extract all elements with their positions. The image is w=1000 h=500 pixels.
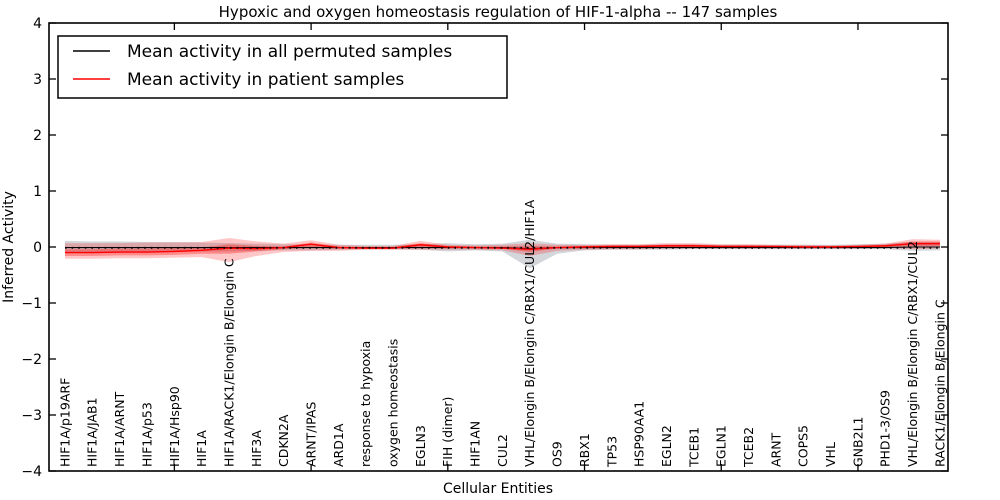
category-label: CDKN2A <box>276 414 291 467</box>
y-tick-label: 2 <box>33 128 42 144</box>
category-label: HSP90AA1 <box>632 401 647 467</box>
legend-box <box>57 35 508 99</box>
y-axis-label: Inferred Activity <box>1 191 17 303</box>
y-axis-ticks: −4 −3 −2 −1 0 1 2 3 4 <box>21 16 948 480</box>
x-axis-ticks <box>173 23 859 471</box>
category-label: TCEB1 <box>686 427 701 468</box>
category-label: HIF1A/ARNT <box>112 391 127 467</box>
category-label: ARNT <box>768 432 783 467</box>
y-tick-label: −3 <box>21 408 42 424</box>
category-label: HIF1A/RACK1/Elongin B/Elongin C <box>221 258 236 467</box>
category-label: oxygen homeostasis <box>386 339 401 467</box>
series-line-1 <box>65 242 940 254</box>
y-tick-label: −4 <box>21 464 42 480</box>
category-label: OS9 <box>550 441 565 467</box>
category-label: ARD1A <box>331 423 346 467</box>
category-label: EGLN1 <box>714 425 729 467</box>
x-category-labels: HIF1A/p19ARF HIF1A/JAB1 HIF1A/ARNT HIF1A/p5… <box>57 199 947 468</box>
legend-label-permuted: Mean activity in all permuted samples <box>127 42 452 62</box>
category-label: RBX1 <box>577 433 592 467</box>
y-tick-label: 4 <box>33 16 42 32</box>
y-tick-label: 1 <box>33 184 42 200</box>
category-label: TP53 <box>604 436 619 468</box>
category-label: VHL/Elongin B/Elongin C/RBX1/CUL2/HIF1A <box>522 199 537 467</box>
category-label: HIF1A/JAB1 <box>85 397 100 467</box>
category-label: PHD1-3/OS9 <box>878 390 893 467</box>
category-label: VHL/Elongin B/Elongin C/RBX1/CUL2 <box>905 241 920 467</box>
y-tick-label: 3 <box>33 72 42 88</box>
category-label: HIF1AN <box>468 421 483 467</box>
category-label: HIF1A/p53 <box>139 402 154 467</box>
category-label: EGLN2 <box>659 425 674 467</box>
legend-label-patient: Mean activity in patient samples <box>127 70 404 90</box>
confidence-bands <box>65 238 940 269</box>
patient-sample-range-outer-band <box>65 238 940 263</box>
legend: Mean activity in all permuted samples Me… <box>57 35 508 99</box>
chart-title: Hypoxic and oxygen homeostasis regulatio… <box>219 3 778 21</box>
category-label: GNB2L1 <box>850 417 865 467</box>
category-label: ARNT/IPAS <box>303 402 318 467</box>
category-label: RACK1/Elongin B/Elongin C <box>932 299 947 467</box>
category-label: VHL <box>823 442 838 467</box>
category-label: FIH (dimer) <box>440 397 455 467</box>
category-label: response to hypoxia <box>358 341 373 467</box>
category-label: COPS5 <box>796 425 811 467</box>
category-label: CUL2 <box>495 434 510 467</box>
y-tick-label: 0 <box>33 240 42 256</box>
category-label: HIF3A <box>249 430 264 467</box>
y-tick-label: −1 <box>21 296 42 312</box>
category-label: EGLN3 <box>413 425 428 467</box>
category-label: HIF1A/p19ARF <box>57 378 72 467</box>
y-tick-label: −2 <box>21 352 42 368</box>
category-label: HIF1A <box>194 430 209 467</box>
category-label: HIF1A/Hsp90 <box>167 386 182 467</box>
x-axis-label: Cellular Entities <box>443 481 553 497</box>
category-label: TCEB2 <box>741 427 756 468</box>
